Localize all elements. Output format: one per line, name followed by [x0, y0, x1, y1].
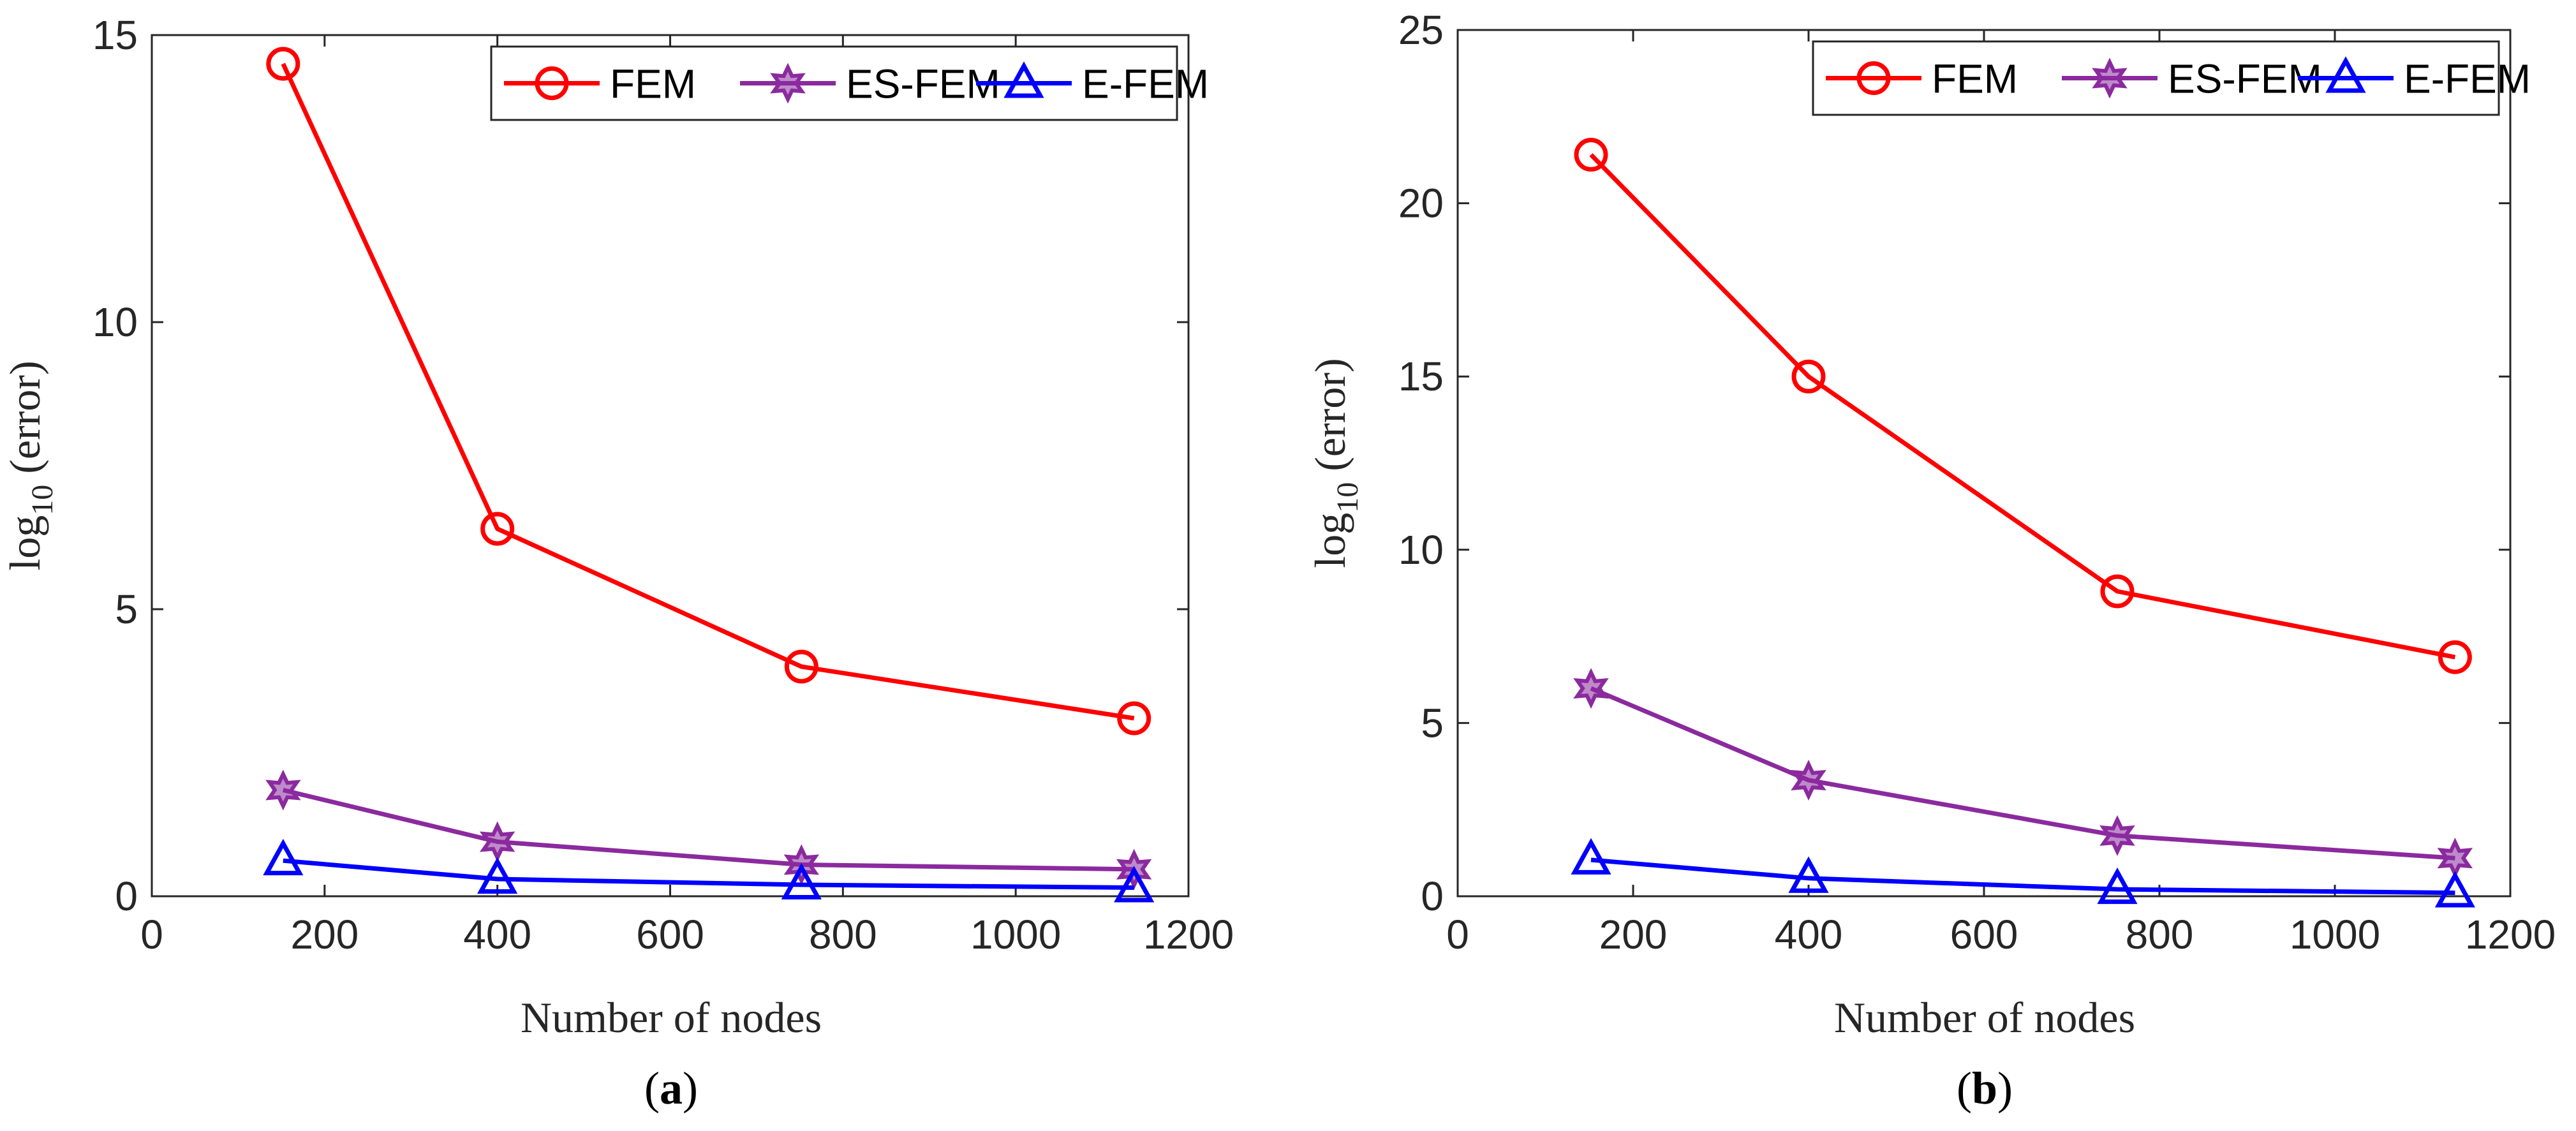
- data-point-es-fem: [1573, 668, 1609, 709]
- legend-label: FEM: [1932, 56, 2018, 102]
- data-point-e-fem: [1571, 838, 1611, 875]
- y-tick-label: 20: [1398, 181, 1444, 226]
- data-point-fem: [1574, 138, 1608, 172]
- series-es-fem: [1573, 668, 2473, 879]
- legend-item-fem: FEM: [1826, 56, 2018, 102]
- data-point-e-fem: [1114, 866, 1155, 903]
- chart-panel-b: 0 200 400 600 800 1000 1200 0 5 10 15 20 25 Number of…: [1306, 7, 2556, 1114]
- y-tick-label: 5: [1421, 700, 1444, 746]
- legend-swatch-marker: [535, 66, 569, 100]
- legend-swatch-marker: [770, 63, 806, 104]
- series-line-e-fem: [1590, 857, 2455, 896]
- x-tick-label: 0: [1446, 912, 1469, 957]
- plot-area-frame: [1456, 29, 2512, 898]
- x-tick-label: 600: [1950, 912, 2018, 957]
- data-point-fem: [266, 47, 300, 81]
- data-point-fem: [480, 512, 515, 546]
- legend-item-fem: FEM: [504, 61, 696, 107]
- data-point-e-fem: [477, 857, 518, 894]
- data-point-es-fem: [2099, 815, 2135, 856]
- y-axis-label-main: log: [1306, 513, 1354, 568]
- x-tick-label: 0: [140, 912, 163, 957]
- y-tick-label: 10: [93, 299, 138, 345]
- y-tick-label: 25: [1398, 7, 1444, 53]
- series-fem: [266, 47, 1151, 736]
- y-axis-label: log10 (error): [1306, 358, 1365, 568]
- data-point-es-fem: [265, 769, 301, 811]
- data-point-fem: [2100, 574, 2135, 609]
- data-point-fem: [1117, 701, 1151, 736]
- x-tick-label: 600: [636, 912, 704, 957]
- y-axis-label-main: log: [1, 515, 49, 571]
- x-axis-label: Number of nodes: [521, 993, 822, 1042]
- data-point-fem: [2438, 640, 2472, 674]
- y-axis-label-rest: (error): [1, 360, 49, 484]
- panel-label-letter: a: [660, 1063, 683, 1114]
- x-tick-label: 400: [1775, 912, 1843, 957]
- x-tick-label: 400: [463, 912, 531, 957]
- data-point-e-fem: [263, 838, 304, 876]
- y-tick-label: 15: [1398, 353, 1444, 399]
- panel-label: (b): [1957, 1063, 2013, 1114]
- y-tick-label: 5: [115, 586, 138, 632]
- y-tick-label: 0: [1421, 873, 1444, 919]
- legend-label: E-FEM: [1082, 61, 1209, 107]
- legend-swatch-marker: [1003, 61, 1044, 98]
- series-line-fem: [1589, 153, 2456, 660]
- y-axis-label-rest: (error): [1306, 358, 1354, 482]
- x-tick-label: 1000: [970, 912, 1061, 957]
- series-e-fem: [263, 838, 1155, 903]
- series-line-e-fem: [283, 858, 1134, 890]
- legend-item-es-fem: ES-FEM: [740, 61, 1000, 107]
- plot-area-frame: [151, 34, 1190, 898]
- y-tick-label: 0: [115, 873, 138, 919]
- legend: FEM ES-FEM E-FEM: [1812, 40, 2531, 116]
- series-line-es-fem: [1590, 686, 2455, 861]
- series-line-fem: [281, 63, 1135, 721]
- legend-label: FEM: [610, 61, 696, 107]
- series-fem: [1574, 138, 2472, 674]
- data-point-e-fem: [2097, 867, 2138, 905]
- data-point-e-fem: [1788, 856, 1829, 893]
- panel-label-open-paren: (: [644, 1063, 660, 1114]
- legend-swatch-marker: [2325, 56, 2366, 93]
- series-line-es-fem: [282, 788, 1134, 872]
- data-point-fem: [784, 649, 818, 684]
- panel-label-letter: b: [1972, 1063, 1997, 1114]
- x-tick-label: 1200: [1143, 912, 1234, 957]
- y-axis-label: log10 (error): [1, 360, 59, 570]
- legend: FEM ES-FEM E-FEM: [490, 45, 1209, 121]
- x-tick-label: 200: [290, 912, 359, 957]
- data-point-e-fem: [781, 862, 822, 899]
- panel-label-close-paren: ): [683, 1063, 698, 1114]
- x-axis-label: Number of nodes: [1834, 993, 2135, 1042]
- y-tick-label: 15: [93, 12, 138, 58]
- data-point-fem: [1791, 359, 1826, 394]
- y-axis-label-subscript: 10: [1331, 482, 1365, 513]
- x-tick-label: 1200: [2465, 912, 2556, 957]
- series-e-fem: [1571, 838, 2475, 908]
- data-point-es-fem: [1791, 759, 1826, 801]
- y-axis-label-subscript: 10: [26, 485, 59, 515]
- data-point-e-fem: [2434, 871, 2475, 908]
- legend-label: ES-FEM: [2168, 56, 2322, 102]
- chart-panel-a: 0 200 400 600 800 1000 1200 0 5 10 15 Number of nod…: [1, 12, 1234, 1114]
- y-tick-label: 10: [1398, 527, 1444, 573]
- legend-label: ES-FEM: [846, 61, 1000, 107]
- x-tick-label: 800: [809, 912, 877, 957]
- legend-item-e-fem: E-FEM: [2298, 56, 2531, 102]
- panel-label-open-paren: (: [1957, 1063, 1972, 1114]
- legend-label: E-FEM: [2404, 56, 2531, 102]
- panel-label: (a): [644, 1063, 698, 1114]
- legend-swatch-marker: [1856, 61, 1891, 95]
- legend-item-e-fem: E-FEM: [976, 61, 1209, 107]
- x-tick-label: 1000: [2290, 912, 2380, 957]
- legend-swatch-marker: [2092, 57, 2128, 99]
- legend-item-es-fem: ES-FEM: [2062, 56, 2322, 102]
- panel-label-close-paren: ): [1997, 1063, 2013, 1114]
- x-tick-label: 800: [2126, 912, 2194, 957]
- x-tick-label: 200: [1599, 912, 1668, 957]
